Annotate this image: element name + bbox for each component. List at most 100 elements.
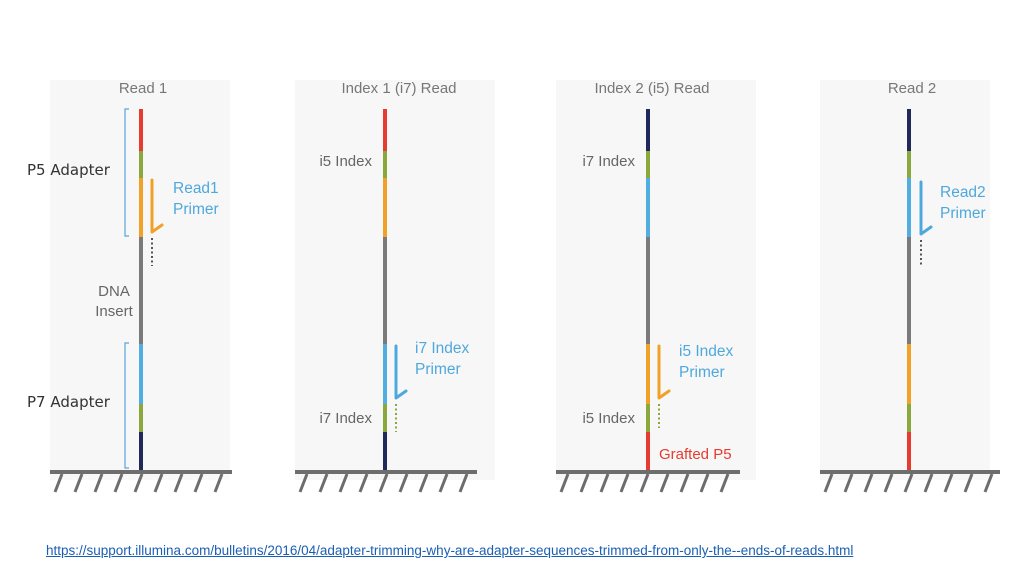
ground-hatch [963,473,974,493]
ground-hatch [53,473,64,493]
strand-segment-green [907,151,911,178]
strand-segment-orange [139,178,143,237]
strand-segment-navy [907,109,911,151]
ground-hatch [619,473,630,493]
read2-primer-label-line1: Read2 [940,184,986,201]
i5-index-primer-arrow [657,344,671,400]
strand-segment-green [139,151,143,178]
ground-hatch [843,473,854,493]
grafted-p5-label: Grafted P5 [659,446,732,463]
panel-title: Index 2 (i5) Read [594,80,709,97]
ground-hatch [438,473,449,493]
panel-title: Read 2 [888,80,936,97]
ground-hatch [378,473,389,493]
strand-segment-blue [383,344,387,404]
ground-hatch [358,473,369,493]
i7-index-label: i7 Index [319,410,372,427]
ground-hatch [823,473,834,493]
i5-index-label: i5 Index [319,153,372,170]
ground-surface [556,470,740,493]
ground-hatch [113,473,124,493]
read1-primer-label-line1: Read1 [173,180,219,197]
panel-title: Read 1 [119,80,167,97]
i5-index-primer-label-line1: i5 Index [679,343,734,360]
strand-segment-green [383,151,387,178]
dna-strand [907,109,911,470]
ground-surface [820,470,1000,493]
ground-hatch [173,473,184,493]
ground-hatch [398,473,409,493]
strand-segment-gray [907,237,911,344]
i5-index-label: i5 Index [582,410,635,427]
strand-segment-red [907,432,911,470]
ground-hatch [943,473,954,493]
p7-adapter-bracket [124,342,129,469]
ground-hatch [418,473,429,493]
panel-background [820,80,990,480]
read2-primer-arrow [919,180,933,236]
ground-hatch [863,473,874,493]
ground-hatch [599,473,610,493]
read1-primer-arrow [150,178,164,234]
dna-strand [646,109,650,470]
strand-segment-gray [383,237,387,344]
ground-hatch [719,473,730,493]
ground-hatch [338,473,349,493]
strand-segment-blue [139,344,143,404]
ground-hatch [153,473,164,493]
strand-segment-red [646,432,650,470]
ground-hatch [659,473,670,493]
i5-index-primer-label-line2: Primer [679,364,725,381]
ground-hatch [193,473,204,493]
strand-segment-gray [139,237,143,344]
strand-segment-orange [646,344,650,404]
source-link[interactable]: https://support.illumina.com/bulletins/2… [46,543,854,558]
ground-hatch [639,473,650,493]
ground-hatch [73,473,84,493]
ground-hatch [903,473,914,493]
ground-surface [50,470,232,493]
ground-surface [295,470,477,493]
strand-segment-orange [907,344,911,404]
panel-read-1: Read 1 DNA Insert P5 Adapter P7 Adapter … [27,80,232,493]
insert-label-line2: Insert [95,303,133,320]
ground-hatch [883,473,894,493]
p5-adapter-bracket [124,108,129,237]
strand-segment-navy [139,432,143,470]
ground-hatch [298,473,309,493]
ground-hatch [133,473,144,493]
p5-adapter-label: P5 Adapter [27,161,111,179]
strand-segment-blue [907,178,911,237]
read2-primer-label-line2: Primer [940,205,986,222]
strand-segment-green [907,404,911,432]
ground-hatch [699,473,710,493]
strand-segment-green [139,404,143,432]
dna-strand [139,109,143,470]
panel-background [556,80,756,480]
panel-title: Index 1 (i7) Read [341,80,456,97]
ground-hatch [318,473,329,493]
ground-hatch [458,473,469,493]
i7-index-primer-arrow [394,344,408,400]
i7-index-label: i7 Index [582,153,635,170]
ground-hatch [983,473,994,493]
read1-primer-label-line2: Primer [173,201,219,218]
strand-segment-blue [646,178,650,237]
ground-hatch [579,473,590,493]
ground-hatch [93,473,104,493]
i7-index-primer-label-line2: Primer [415,361,461,378]
panel-index-2-read: Index 2 (i5) Read i7 Index i5 Index Graf… [556,80,756,493]
ground-hatch [559,473,570,493]
strand-segment-gray [646,237,650,344]
p7-adapter-label: P7 Adapter [27,393,111,411]
strand-segment-red [383,109,387,151]
strand-segment-navy [383,432,387,470]
strand-segment-green [646,404,650,432]
sequencing-reads-diagram: Read 1 DNA Insert P5 Adapter P7 Adapter … [27,80,1000,493]
dna-strand [383,109,387,470]
panel-read-2: Read 2 Read2 Primer [820,80,1000,493]
ground-hatch [213,473,224,493]
insert-label-line1: DNA [98,283,130,300]
strand-segment-red [139,109,143,151]
i7-index-primer-label-line1: i7 Index [415,340,470,357]
